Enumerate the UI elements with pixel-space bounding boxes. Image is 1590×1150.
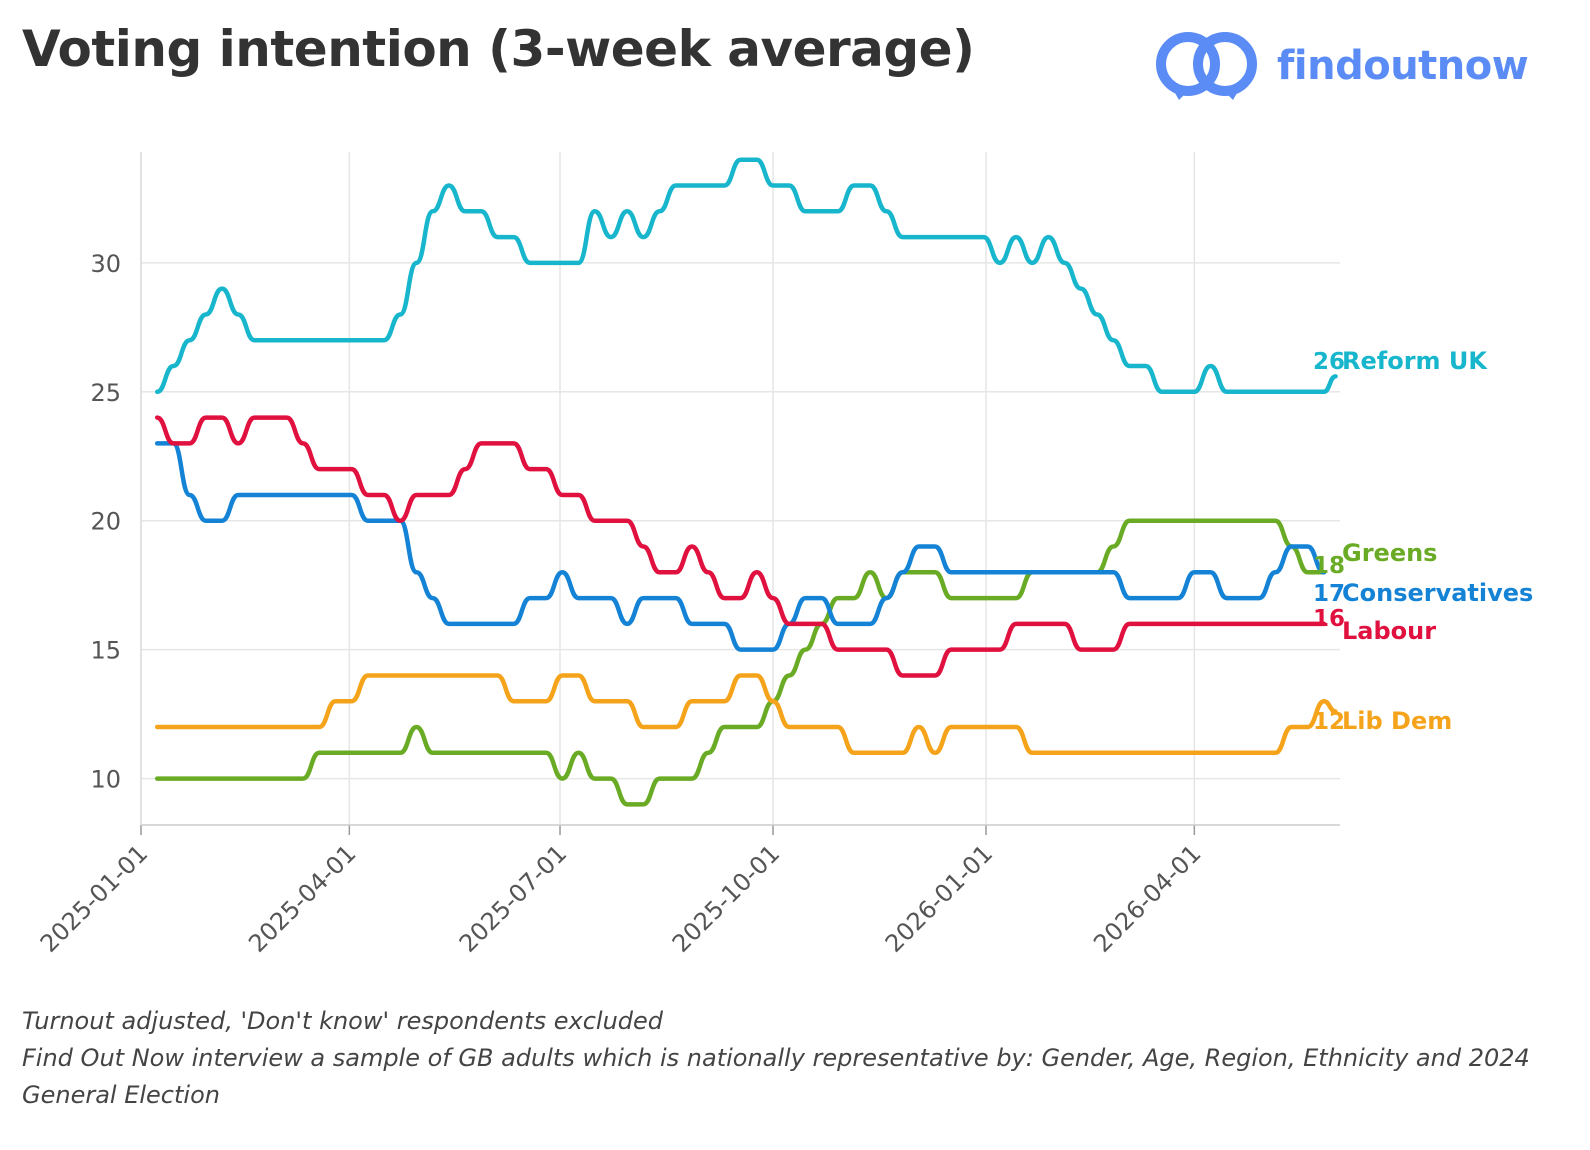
series-line-lib-dem xyxy=(154,673,1338,756)
x-tick-label: 2025-07-01 xyxy=(454,839,572,957)
series-name-label: Reform UK xyxy=(1342,347,1488,375)
voting-intention-chart: 10 15 20 25 30 2025-01-01 2025-04-01 2025-07-01… xyxy=(35,152,1533,958)
x-tick-label: 2025-04-01 xyxy=(243,839,361,957)
series-line-conservatives xyxy=(154,441,1327,652)
series-name-label: Conservatives xyxy=(1342,579,1533,607)
footnote-line-2: Find Out Now interview a sample of GB ad… xyxy=(22,1044,1530,1109)
series-name-label: Labour xyxy=(1342,617,1436,645)
brand-name: findoutnow xyxy=(1277,43,1529,89)
series-line-reform-uk xyxy=(154,157,1338,395)
series-last-value: 18 xyxy=(1313,553,1345,579)
series-line-labour xyxy=(154,415,1327,678)
brand-logo: findoutnow xyxy=(1155,28,1529,104)
series-line-greens xyxy=(154,518,1327,807)
y-tick-label: 25 xyxy=(90,379,121,407)
chart-series-lines xyxy=(154,157,1338,807)
series-last-value: 26 xyxy=(1313,349,1345,375)
series-name-label: Lib Dem xyxy=(1342,707,1452,735)
x-tick-label: 2026-04-01 xyxy=(1088,839,1206,957)
footnote: Turnout adjusted, 'Don't know' responden… xyxy=(22,1003,1552,1114)
series-last-value: 16 xyxy=(1313,606,1345,632)
x-tick-label: 2025-01-01 xyxy=(35,839,153,957)
interlocking-rings-icon xyxy=(1156,32,1257,100)
series-last-value: 17 xyxy=(1313,581,1345,607)
footnote-line-1: Turnout adjusted, 'Don't know' responden… xyxy=(22,1007,664,1035)
series-name-label: Greens xyxy=(1342,539,1437,567)
series-last-value: 12 xyxy=(1313,709,1345,735)
x-tick-label: 2025-10-01 xyxy=(667,839,785,957)
y-tick-label: 20 xyxy=(90,508,121,536)
page-title: Voting intention (3-week average) xyxy=(22,20,975,78)
x-tick-label: 2026-01-01 xyxy=(880,839,998,957)
y-tick-label: 10 xyxy=(90,766,121,794)
y-tick-label: 15 xyxy=(90,637,121,665)
y-tick-label: 30 xyxy=(90,250,121,278)
